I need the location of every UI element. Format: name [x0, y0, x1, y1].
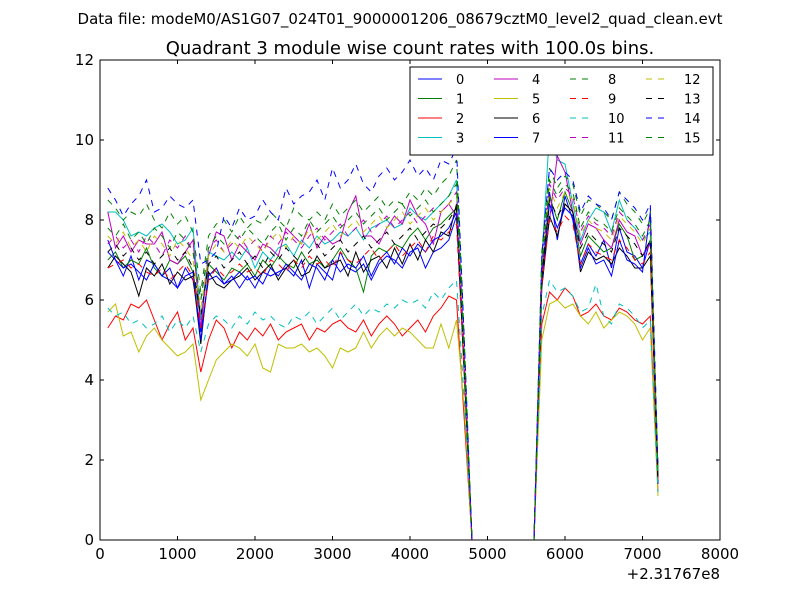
- series-line-6: [107, 203, 659, 540]
- chart-title: Quadrant 3 module wise count rates with …: [166, 38, 655, 59]
- y-tick-label: 0: [84, 531, 94, 549]
- x-tick-label: 8000: [701, 545, 739, 563]
- y-tick-label: 12: [75, 51, 94, 69]
- figure-suptitle: Data file: modeM0/AS1G07_024T01_90000012…: [78, 10, 723, 29]
- legend-label-2: 2: [456, 112, 464, 127]
- y-tick-label: 6: [84, 291, 94, 309]
- y-tick-label: 4: [84, 371, 94, 389]
- series-line-7: [107, 203, 659, 540]
- axis-ticks: 0 1000 2000 3000 4000 5000 6000 7000 80000246810…: [75, 51, 739, 563]
- series-line-9: [107, 215, 659, 540]
- legend-label-7: 7: [532, 132, 540, 147]
- legend-label-9: 9: [608, 93, 616, 108]
- series-line-15: [107, 178, 659, 540]
- legend-label-3: 3: [456, 132, 464, 147]
- legend-label-8: 8: [608, 73, 616, 88]
- legend-label-5: 5: [532, 93, 540, 108]
- x-tick-label: 4000: [391, 545, 429, 563]
- series-line-12: [107, 187, 659, 540]
- x-tick-label: 1000: [158, 545, 196, 563]
- x-tick-label: 5000: [468, 545, 506, 563]
- legend-label-0: 0: [456, 73, 464, 88]
- series-layer: [107, 131, 659, 540]
- legend-box: [409, 66, 714, 156]
- legend-label-1: 1: [456, 93, 464, 108]
- legend-label-4: 4: [532, 73, 540, 88]
- legend-label-6: 6: [532, 112, 540, 127]
- legend-label-11: 11: [608, 132, 625, 147]
- x-tick-label: 0: [95, 545, 105, 563]
- y-tick-label: 10: [75, 131, 94, 149]
- legend-label-13: 13: [684, 93, 701, 108]
- series-line-3: [107, 131, 659, 540]
- series-line-5: [107, 299, 659, 540]
- y-tick-label: 8: [84, 211, 94, 229]
- x-tick-label: 6000: [546, 545, 584, 563]
- series-line-0: [107, 191, 659, 540]
- legend-label-15: 15: [684, 132, 701, 147]
- legend-label-12: 12: [684, 73, 701, 88]
- legend-label-10: 10: [608, 112, 625, 127]
- series-line-13: [107, 198, 659, 540]
- x-tick-label: 2000: [236, 545, 274, 563]
- legend-label-14: 14: [684, 112, 701, 127]
- series-line-10: [107, 278, 659, 540]
- y-tick-label: 2: [84, 451, 94, 469]
- x-tick-label: 3000: [313, 545, 351, 563]
- series-line-2: [107, 287, 659, 540]
- series-line-14: [107, 147, 659, 540]
- x-tick-label: 7000: [623, 545, 661, 563]
- series-line-4: [107, 154, 659, 540]
- series-line-8: [107, 159, 659, 540]
- x-offset-label: +2.31767e8: [627, 565, 720, 583]
